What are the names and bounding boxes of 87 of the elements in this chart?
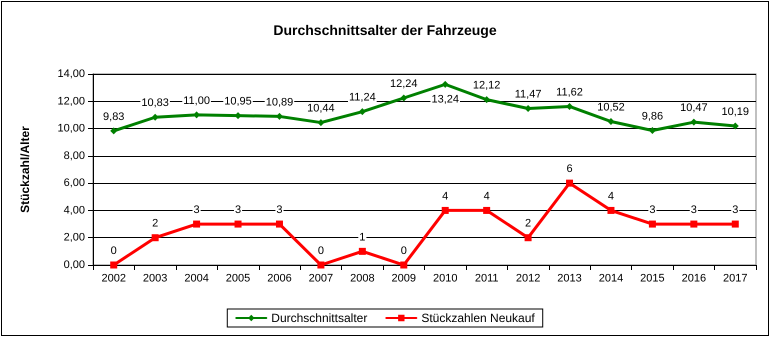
data-label: 9,86 <box>642 110 664 122</box>
x-tick-label: 2008 <box>350 272 375 284</box>
x-tick-label: 2016 <box>682 272 706 284</box>
data-label: 13,24 <box>431 93 459 106</box>
x-tick-label: 2007 <box>308 272 334 284</box>
point <box>110 262 118 268</box>
point <box>358 108 366 116</box>
point <box>317 262 324 268</box>
point <box>648 126 656 134</box>
data-label: 10,47 <box>680 102 708 114</box>
y-axis-title: Stückzahl/Alter <box>18 126 32 213</box>
data-label: 0 <box>110 245 117 257</box>
y-tick-label: 6,00 <box>64 177 85 190</box>
data-label: 3 <box>276 204 283 216</box>
data-label: 10,19 <box>722 106 750 118</box>
y-tick-label: 2,00 <box>64 232 85 244</box>
data-label: 3 <box>649 204 656 216</box>
x-tick-label: 2002 <box>101 272 126 284</box>
data-label: 2 <box>525 218 532 230</box>
data-label: 0 <box>400 245 407 257</box>
data-label: 10,95 <box>224 96 252 108</box>
data-label: 11,24 <box>348 92 376 104</box>
data-label: 4 <box>484 190 490 202</box>
x-tick-label: 2011 <box>474 272 498 284</box>
point <box>524 234 532 242</box>
point <box>442 206 449 214</box>
point <box>566 180 574 187</box>
chart-title: Durchschnittsalter der Fahrzeuge <box>273 22 497 38</box>
data-label: 10,44 <box>307 102 335 115</box>
data-label: 11,00 <box>183 94 210 107</box>
data-label: 0 <box>318 245 324 257</box>
point <box>607 206 614 214</box>
x-tick-label: 2010 <box>432 272 458 284</box>
x-tick-label: 2009 <box>392 272 416 284</box>
data-label: 3 <box>732 204 738 216</box>
x-tick-label: 2006 <box>267 272 292 284</box>
y-tick-label: 12,00 <box>57 95 85 108</box>
x-tick-label: 2004 <box>184 272 209 284</box>
point <box>690 118 698 126</box>
data-label: 1 <box>359 231 366 244</box>
point <box>483 96 490 104</box>
point <box>566 102 574 110</box>
data-label: 12,12 <box>472 80 500 92</box>
x-tick-label: 2005 <box>226 272 250 284</box>
point <box>607 118 614 125</box>
x-tick-label: 2014 <box>598 272 624 284</box>
y-tick-label: 0,00 <box>64 259 85 271</box>
point <box>234 220 242 228</box>
point <box>732 220 739 228</box>
data-label: 12,24 <box>390 78 418 90</box>
x-tick-label: 2017 <box>723 272 748 284</box>
point <box>690 220 698 228</box>
x-tick-label: 2003 <box>142 272 168 284</box>
point <box>193 220 200 228</box>
data-label: 4 <box>442 190 448 202</box>
legend-label: Durchschnittsalter <box>271 311 368 325</box>
point <box>400 262 408 268</box>
data-label: 4 <box>608 190 614 202</box>
data-label: 3 <box>690 204 697 216</box>
y-tick-label: 4,00 <box>64 204 85 216</box>
data-label: 11,62 <box>556 86 583 98</box>
y-tick-label: 14,00 <box>57 68 85 80</box>
point <box>732 122 739 130</box>
point <box>483 206 490 214</box>
x-tick-label: 2012 <box>516 272 540 284</box>
point <box>358 248 366 255</box>
point <box>152 234 159 242</box>
point <box>276 220 283 228</box>
data-label: 10,89 <box>266 96 294 108</box>
point <box>400 94 408 102</box>
data-label: 3 <box>194 204 200 216</box>
legend-label: Stückzahlen Neukauf <box>421 311 536 325</box>
point <box>442 80 449 88</box>
point <box>110 127 118 134</box>
data-label: 10,52 <box>597 101 625 114</box>
data-label: 11,47 <box>514 88 542 101</box>
data-label: 10,83 <box>141 97 169 110</box>
x-tick-label: 2015 <box>640 272 665 284</box>
y-tick-label: 10,00 <box>57 122 85 135</box>
x-tick-label: 2013 <box>557 272 582 284</box>
data-label: 3 <box>234 204 242 216</box>
y-tick-label: 8,00 <box>64 150 85 162</box>
data-label: 6 <box>566 163 573 176</box>
data-label: 9,83 <box>103 110 124 123</box>
point <box>317 119 324 126</box>
point <box>648 220 656 228</box>
data-label: 2 <box>152 218 158 230</box>
